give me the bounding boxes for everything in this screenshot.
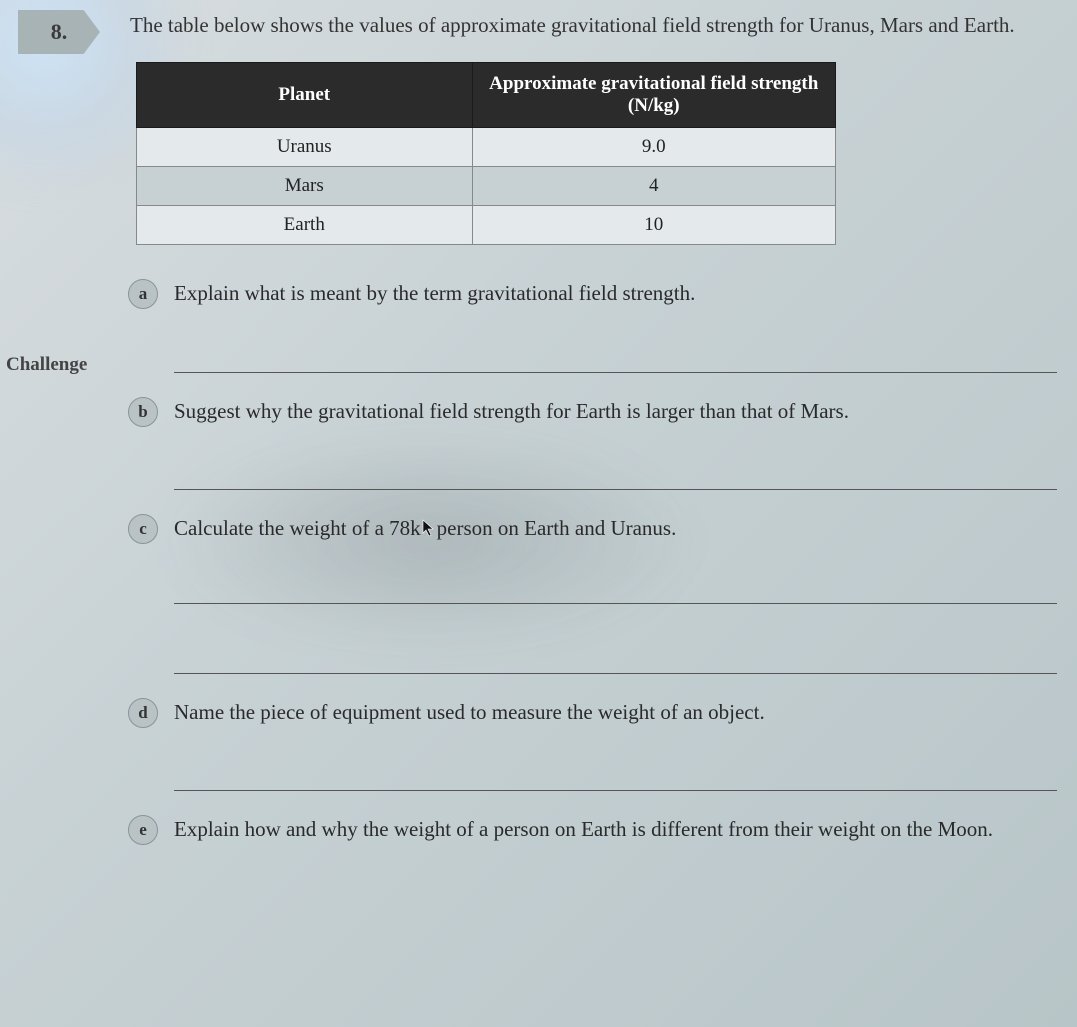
- cell-planet: Uranus: [137, 128, 473, 167]
- part-d: d Name the piece of equipment used to me…: [130, 698, 1057, 791]
- part-d-text: Name the piece of equipment used to meas…: [174, 698, 1057, 727]
- table-row: Mars 4: [137, 167, 836, 206]
- part-e-text: Explain how and why the weight of a pers…: [174, 815, 1067, 844]
- cursor-icon: [421, 517, 437, 546]
- part-b: b Suggest why the gravitational field st…: [130, 397, 1057, 490]
- part-letter-d: d: [128, 698, 158, 728]
- part-e: e Explain how and why the weight of a pe…: [130, 815, 1057, 844]
- part-c-text-after: person on Earth and Uranus.: [437, 516, 677, 540]
- part-b-text: Suggest why the gravitational field stre…: [174, 397, 1057, 426]
- part-letter-e: e: [128, 815, 158, 845]
- cell-value: 10: [472, 206, 835, 245]
- table-row: Earth 10: [137, 206, 836, 245]
- part-a-text: Explain what is meant by the term gravit…: [174, 279, 1057, 308]
- answer-line[interactable]: [174, 444, 1057, 490]
- part-c: c Calculate the weight of a 78k person on…: [130, 514, 1057, 673]
- cell-planet: Mars: [137, 167, 473, 206]
- answer-line[interactable]: [174, 628, 1057, 674]
- question-number-badge: 8.: [18, 10, 100, 54]
- question-number-text: 8.: [51, 19, 68, 45]
- col-value-header: Approximate gravitational field strength…: [472, 63, 835, 128]
- cell-value: 9.0: [472, 128, 835, 167]
- challenge-label: Challenge: [6, 354, 87, 376]
- answer-line[interactable]: [174, 745, 1057, 791]
- table-row: Uranus 9.0: [137, 128, 836, 167]
- gravity-table: Planet Approximate gravitational field s…: [136, 62, 836, 245]
- part-letter-b: b: [128, 397, 158, 427]
- part-c-text: Calculate the weight of a 78k person on E…: [174, 514, 1057, 543]
- question-intro: The table below shows the values of appr…: [130, 10, 1067, 40]
- question-content: The table below shows the values of appr…: [130, 10, 1057, 856]
- answer-line[interactable]: [174, 558, 1057, 604]
- col-planet-header: Planet: [137, 63, 473, 128]
- part-c-text-before: Calculate the weight of a 78k: [174, 516, 421, 540]
- part-letter-c: c: [128, 514, 158, 544]
- part-letter-a: a: [128, 279, 158, 309]
- answer-line[interactable]: [174, 327, 1057, 373]
- part-a: a Explain what is meant by the term grav…: [130, 279, 1057, 372]
- cell-planet: Earth: [137, 206, 473, 245]
- table-header-row: Planet Approximate gravitational field s…: [137, 63, 836, 128]
- cell-value: 4: [472, 167, 835, 206]
